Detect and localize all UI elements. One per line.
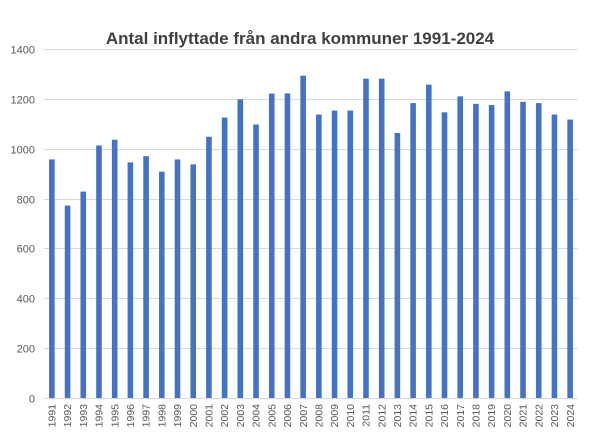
bar <box>158 171 165 398</box>
bar <box>535 103 542 398</box>
x-tick-label: 2020 <box>502 404 514 428</box>
bar <box>363 78 369 398</box>
x-tick-label: 2002 <box>219 404 231 428</box>
x-tick-label: 2000 <box>188 404 200 428</box>
bar <box>378 78 385 398</box>
bar <box>221 117 228 399</box>
bar <box>96 145 102 398</box>
bar <box>268 93 275 399</box>
bar <box>253 124 259 398</box>
bar <box>457 96 464 399</box>
bar <box>567 119 573 399</box>
bar <box>284 93 291 399</box>
bars <box>49 75 573 399</box>
y-tick-label: 1000 <box>11 145 35 157</box>
x-tick-label: 2023 <box>549 404 561 428</box>
x-tick-label: 2024 <box>565 404 577 428</box>
x-tick-label: 1995 <box>109 404 121 428</box>
bar <box>473 103 479 398</box>
x-tick-label: 2018 <box>471 404 483 428</box>
bar <box>127 162 134 398</box>
x-tick-label: 2008 <box>313 404 325 428</box>
bar <box>80 191 87 398</box>
x-tick-label: 2005 <box>266 404 278 428</box>
bar <box>49 159 55 398</box>
bar <box>237 99 244 399</box>
y-tick-label: 800 <box>17 195 35 207</box>
x-tick-label: 2001 <box>204 404 216 428</box>
x-tick-label: 1993 <box>78 404 90 428</box>
x-tick-label: 2010 <box>345 404 357 428</box>
bar <box>551 114 558 398</box>
x-tick-label: 2022 <box>533 404 545 428</box>
bar <box>520 101 526 398</box>
x-tick-label: 1996 <box>125 404 137 428</box>
x-tick-label: 2013 <box>392 404 404 428</box>
bar <box>206 136 212 398</box>
y-tick-label: 600 <box>17 244 35 256</box>
y-tick-label: 200 <box>17 344 35 356</box>
bar <box>174 159 181 398</box>
y-axis-ticks: 0 200 400 600 800 1000 1200 1400 <box>11 45 35 406</box>
x-tick-label: 2015 <box>423 404 435 428</box>
x-tick-label: 2016 <box>439 404 451 428</box>
x-tick-label: 2019 <box>486 404 498 428</box>
y-tick-label: 1400 <box>11 45 35 57</box>
chart-title: Antal inflyttade från andra kommuner 199… <box>106 29 495 48</box>
x-tick-label: 2006 <box>282 404 294 428</box>
bar <box>143 156 149 398</box>
bar <box>425 84 432 399</box>
bar <box>331 110 338 398</box>
x-tick-label: 1991 <box>46 404 58 428</box>
x-tick-label: 2017 <box>455 404 467 428</box>
x-tick-label: 1999 <box>172 404 184 428</box>
x-tick-label: 2012 <box>376 404 388 428</box>
x-tick-label: 2011 <box>361 404 373 427</box>
gridlines <box>44 49 578 399</box>
x-tick-label: 2021 <box>518 404 530 428</box>
x-tick-label: 2004 <box>251 404 263 428</box>
bar <box>504 91 511 398</box>
bar <box>347 110 354 398</box>
x-tick-label: 1994 <box>94 404 106 428</box>
x-axis-ticks: 1991 1992 1993 1994 1995 1996 1997 1998 1999 2000… <box>46 404 576 428</box>
bar <box>64 205 71 398</box>
bar <box>316 114 322 398</box>
bar <box>190 164 197 398</box>
bar <box>111 139 118 399</box>
y-tick-label: 400 <box>17 294 35 306</box>
x-tick-label: 1997 <box>141 404 153 428</box>
bar <box>488 105 495 398</box>
x-tick-label: 1998 <box>156 404 168 428</box>
bar <box>410 103 416 398</box>
x-tick-label: 2014 <box>408 404 420 428</box>
bar <box>300 75 306 399</box>
bar <box>441 112 448 398</box>
x-tick-label: 2009 <box>329 404 341 428</box>
x-tick-label: 2003 <box>235 404 247 428</box>
bar <box>394 133 401 398</box>
y-tick-label: 1200 <box>11 95 35 107</box>
y-tick-label: 0 <box>29 394 35 406</box>
x-tick-label: 2007 <box>298 404 310 428</box>
x-tick-label: 1992 <box>62 404 74 428</box>
